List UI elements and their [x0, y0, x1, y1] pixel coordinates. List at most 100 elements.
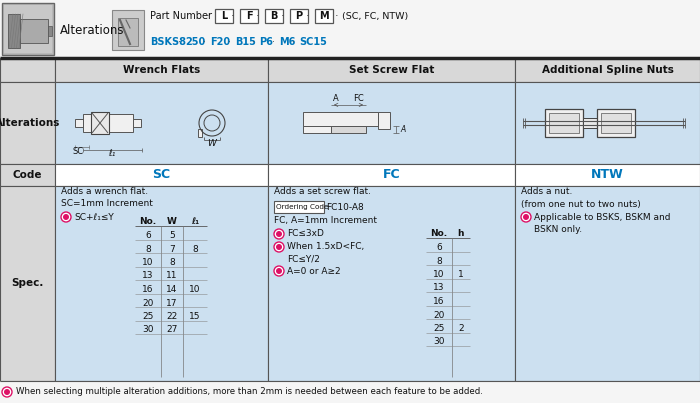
Text: 6: 6	[145, 231, 151, 240]
Text: NTW: NTW	[591, 168, 624, 181]
Text: A: A	[333, 94, 339, 104]
Bar	[601, 113, 631, 133]
Bar	[515, 82, 700, 164]
Text: A=0 or A≥2: A=0 or A≥2	[287, 266, 341, 276]
Text: P6: P6	[260, 37, 274, 47]
Bar	[8, 14, 20, 48]
Bar	[303, 112, 378, 126]
Bar	[315, 9, 333, 23]
Text: 20: 20	[142, 299, 154, 307]
Text: 20: 20	[433, 310, 444, 320]
Text: 6: 6	[436, 243, 442, 252]
Bar	[290, 9, 308, 23]
Text: B: B	[270, 11, 278, 21]
Text: 22: 22	[167, 312, 178, 321]
Text: ·: ·	[178, 37, 181, 47]
Bar	[215, 9, 233, 23]
Text: 30: 30	[433, 337, 444, 347]
Text: F20: F20	[210, 37, 230, 47]
Circle shape	[274, 242, 284, 252]
Text: ·: ·	[306, 11, 310, 21]
Text: ·: ·	[335, 11, 339, 21]
Text: 16: 16	[433, 297, 444, 306]
Circle shape	[523, 214, 529, 220]
Text: F: F	[246, 11, 252, 21]
Bar	[303, 126, 331, 133]
Bar	[0, 164, 55, 186]
Bar	[133, 119, 141, 127]
Text: Part Number: Part Number	[150, 11, 212, 21]
Bar	[55, 58, 268, 82]
Bar	[48, 26, 52, 36]
Text: Ordering Code: Ordering Code	[276, 204, 328, 210]
Text: P: P	[295, 11, 302, 21]
Text: 8: 8	[192, 245, 198, 253]
Text: ·: ·	[253, 37, 256, 47]
Bar	[545, 109, 583, 137]
Circle shape	[276, 244, 282, 250]
Bar	[91, 112, 109, 134]
Text: FC≤Y/2: FC≤Y/2	[287, 255, 320, 264]
Bar	[268, 58, 515, 82]
Text: 17: 17	[167, 299, 178, 307]
Text: ·: ·	[231, 11, 234, 21]
Text: SC15: SC15	[299, 37, 327, 47]
Bar	[515, 186, 700, 381]
Text: 30: 30	[142, 326, 154, 334]
Bar	[4, 5, 52, 53]
Text: When selecting multiple alteration additions, more than 2mm is needed between ea: When selecting multiple alteration addit…	[16, 388, 483, 397]
Bar	[83, 114, 133, 132]
Text: SC+ℓ₁≤Y: SC+ℓ₁≤Y	[74, 212, 113, 222]
Bar	[515, 58, 700, 82]
Circle shape	[521, 212, 531, 222]
Text: Adds a set screw flat.: Adds a set screw flat.	[274, 187, 371, 195]
Text: ·: ·	[281, 11, 285, 21]
Text: 15: 15	[189, 312, 201, 321]
Bar	[265, 9, 283, 23]
Bar	[55, 164, 268, 186]
Text: B15: B15	[234, 37, 255, 47]
Circle shape	[61, 212, 71, 222]
Bar	[583, 118, 597, 128]
Text: ·: ·	[256, 11, 260, 21]
Text: Additional Spline Nuts: Additional Spline Nuts	[542, 65, 673, 75]
Bar	[331, 126, 366, 133]
Text: 16: 16	[142, 285, 154, 294]
Text: 2: 2	[458, 324, 464, 333]
Text: 5: 5	[169, 231, 175, 240]
Text: Alterations: Alterations	[60, 23, 125, 37]
Text: W: W	[208, 139, 216, 147]
Text: Wrench Flats: Wrench Flats	[123, 65, 200, 75]
Text: 14: 14	[167, 285, 178, 294]
Text: No.: No.	[139, 216, 157, 226]
Text: FC10-A8: FC10-A8	[326, 202, 364, 212]
Text: FC: FC	[383, 168, 400, 181]
Circle shape	[4, 389, 10, 395]
Text: SC=1mm Increment: SC=1mm Increment	[61, 199, 153, 208]
Bar	[198, 129, 202, 137]
Text: 1: 1	[458, 270, 464, 279]
Text: Set Screw Flat: Set Screw Flat	[349, 65, 434, 75]
Bar	[0, 0, 700, 58]
Bar	[75, 119, 83, 127]
Text: 8: 8	[436, 256, 442, 266]
Bar	[0, 58, 55, 82]
Bar	[274, 201, 324, 213]
Bar	[0, 82, 55, 164]
Text: A: A	[400, 125, 405, 134]
Bar	[20, 19, 48, 43]
Text: 10: 10	[142, 258, 154, 267]
Bar	[515, 164, 700, 186]
Bar	[118, 18, 138, 46]
Text: SC: SC	[72, 147, 83, 156]
Text: Applicable to BSKS, BSKM and: Applicable to BSKS, BSKM and	[534, 212, 671, 222]
Bar	[55, 186, 268, 381]
Text: (from one nut to two nuts): (from one nut to two nuts)	[521, 199, 640, 208]
Text: 25: 25	[433, 324, 444, 333]
Text: M6: M6	[279, 37, 295, 47]
Text: 27: 27	[167, 326, 178, 334]
Text: 13: 13	[433, 283, 444, 293]
Text: SC: SC	[153, 168, 171, 181]
Text: When 1.5xD<FC,: When 1.5xD<FC,	[287, 243, 364, 251]
Text: 13: 13	[142, 272, 154, 280]
